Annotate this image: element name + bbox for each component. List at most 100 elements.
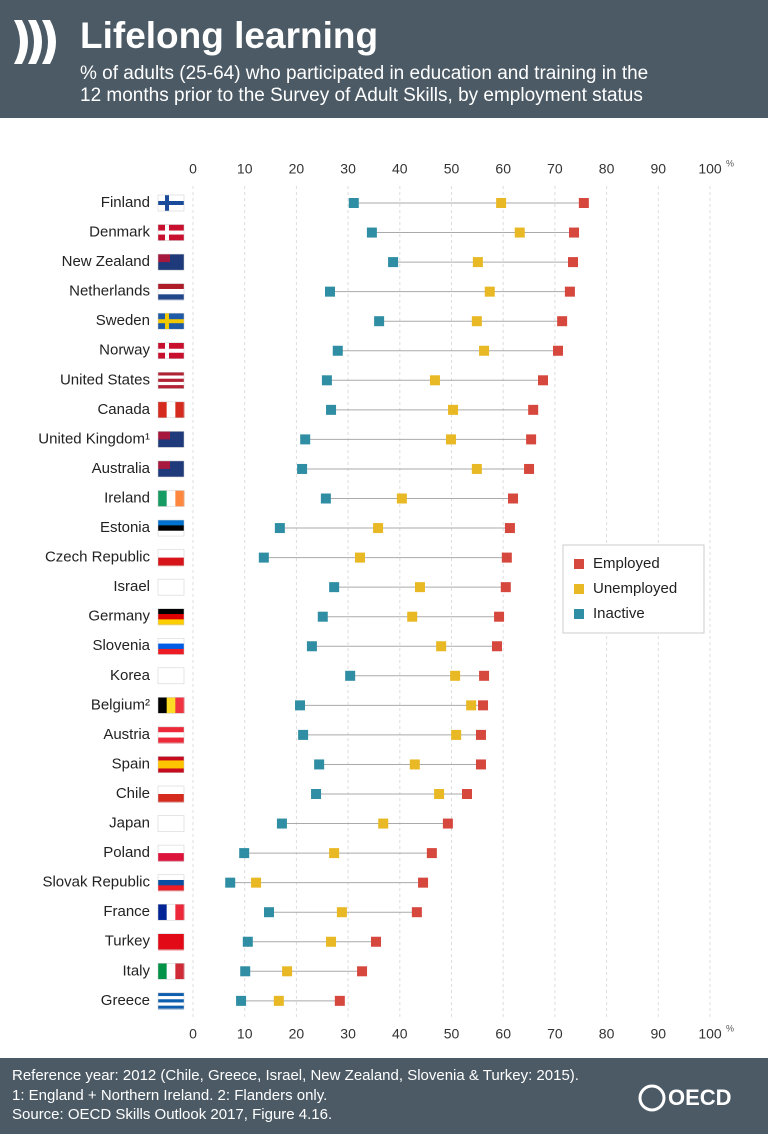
flag-part bbox=[158, 726, 184, 733]
flag-border bbox=[157, 578, 185, 596]
category-label: United Kingdom¹ bbox=[38, 430, 150, 447]
marker bbox=[263, 907, 274, 918]
category-label: Denmark bbox=[89, 224, 150, 241]
marker bbox=[538, 375, 549, 386]
flag-part bbox=[166, 401, 176, 418]
flag bbox=[157, 756, 185, 773]
flag-part bbox=[158, 401, 168, 418]
marker bbox=[317, 611, 328, 622]
flag-part bbox=[158, 375, 184, 380]
flag-border bbox=[157, 785, 185, 803]
flag-part bbox=[158, 557, 184, 567]
x-tick-label: 50 bbox=[444, 1026, 460, 1042]
x-tick-label: 20 bbox=[289, 1026, 305, 1042]
marker bbox=[371, 936, 382, 947]
category-label: Czech Republic bbox=[45, 549, 151, 566]
x-tick-label: 40 bbox=[392, 1026, 408, 1042]
legend-swatch bbox=[574, 609, 584, 619]
flag-border bbox=[157, 756, 185, 773]
flag-part bbox=[158, 201, 184, 205]
flag-part bbox=[158, 348, 184, 353]
flag-part bbox=[158, 490, 168, 507]
flag bbox=[157, 253, 185, 271]
marker bbox=[569, 227, 580, 238]
category-label: Italy bbox=[122, 962, 150, 979]
marker bbox=[258, 552, 269, 563]
marker bbox=[378, 818, 389, 829]
marker bbox=[479, 345, 490, 356]
flag-part bbox=[158, 756, 184, 761]
flag bbox=[157, 372, 185, 389]
flag-part bbox=[158, 385, 184, 389]
marker bbox=[366, 227, 377, 238]
flag bbox=[157, 578, 185, 596]
marker bbox=[436, 641, 447, 652]
marker bbox=[475, 729, 486, 740]
category-label: Canada bbox=[97, 401, 150, 418]
x-tick-label: 50 bbox=[444, 161, 460, 177]
flag-border bbox=[157, 874, 185, 891]
flag-part bbox=[158, 294, 184, 301]
category-label: Australia bbox=[92, 460, 151, 477]
flag-part bbox=[175, 904, 185, 921]
marker bbox=[348, 198, 359, 208]
flag-border bbox=[157, 844, 185, 862]
flag-border bbox=[157, 224, 185, 241]
flag-part bbox=[158, 904, 168, 921]
x-tick-label: 20 bbox=[289, 161, 305, 177]
marker bbox=[471, 316, 482, 327]
flag bbox=[157, 490, 185, 507]
flag-part bbox=[158, 460, 170, 469]
marker bbox=[466, 700, 477, 711]
marker bbox=[396, 493, 407, 504]
marker bbox=[334, 995, 345, 1006]
category-label: United States bbox=[60, 371, 150, 388]
x-unit: % bbox=[726, 1023, 734, 1033]
marker bbox=[445, 434, 456, 445]
marker bbox=[479, 670, 490, 681]
flag-border bbox=[157, 372, 185, 389]
x-tick-label: 0 bbox=[189, 1026, 197, 1042]
marker bbox=[297, 463, 308, 474]
marker bbox=[325, 286, 336, 297]
flag bbox=[157, 401, 185, 419]
marker bbox=[434, 789, 445, 799]
x-tick-label: 90 bbox=[651, 161, 667, 177]
x-tick-label: 70 bbox=[547, 161, 563, 177]
marker bbox=[524, 463, 535, 474]
marker bbox=[332, 345, 343, 356]
flag-part bbox=[175, 963, 185, 980]
marker bbox=[478, 700, 489, 711]
flag-border bbox=[157, 933, 185, 950]
legend-swatch bbox=[574, 559, 584, 569]
category-label: Poland bbox=[103, 844, 150, 861]
marker bbox=[407, 611, 418, 622]
marker bbox=[471, 463, 482, 474]
flag bbox=[157, 844, 185, 862]
category-label: France bbox=[103, 903, 150, 920]
note: Source: OECD Skills Outlook 2017, Figure… bbox=[12, 1106, 332, 1123]
marker bbox=[448, 404, 459, 415]
flag-part bbox=[158, 530, 184, 537]
marker bbox=[564, 286, 575, 297]
flag-part bbox=[158, 667, 184, 685]
flag-part bbox=[175, 697, 185, 714]
x-tick-label: 10 bbox=[237, 161, 253, 177]
x-tick-label: 60 bbox=[495, 161, 511, 177]
x-tick-label: 80 bbox=[599, 1026, 615, 1042]
flag-part bbox=[158, 732, 184, 739]
flag-part bbox=[158, 697, 168, 714]
marker bbox=[426, 848, 437, 859]
marker bbox=[472, 257, 483, 268]
flag-border bbox=[157, 697, 185, 714]
flag bbox=[157, 549, 185, 567]
flag-part bbox=[158, 648, 184, 655]
flag bbox=[157, 726, 185, 744]
note: Reference year: 2012 (Chile, Greece, Isr… bbox=[12, 1067, 579, 1084]
marker bbox=[553, 345, 564, 356]
flag-border bbox=[157, 490, 185, 507]
x-tick-label: 90 bbox=[651, 1026, 667, 1042]
flag-border bbox=[157, 431, 185, 448]
category-label: Greece bbox=[101, 992, 150, 1009]
flag-border bbox=[157, 194, 185, 212]
